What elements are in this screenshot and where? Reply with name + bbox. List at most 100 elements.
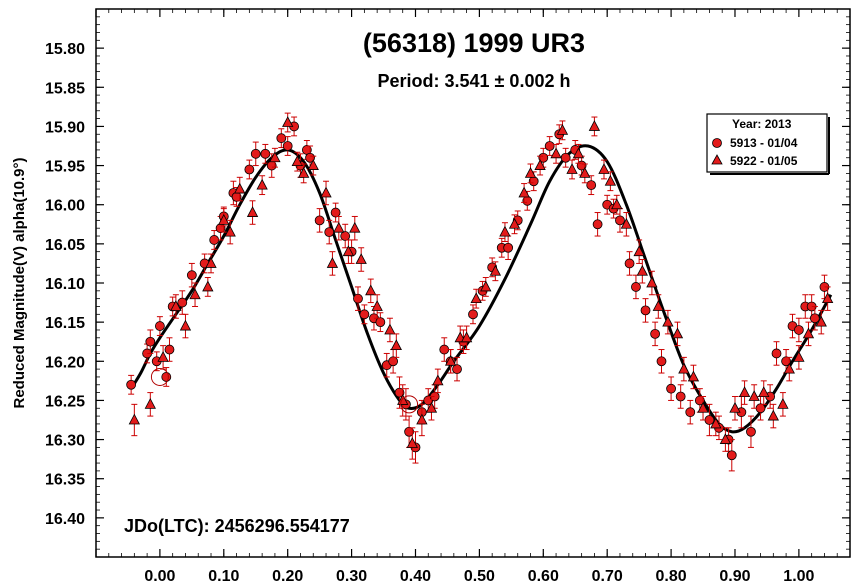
data-point-triangle xyxy=(371,300,383,311)
data-point-triangle xyxy=(697,401,709,413)
data-point-triangle xyxy=(499,225,511,237)
x-tick-label: 0.10 xyxy=(208,568,239,585)
y-tick-label: 16.00 xyxy=(45,198,85,215)
data-point-circle xyxy=(809,313,820,324)
data-point-circle xyxy=(161,372,172,382)
x-tick-label: 0.90 xyxy=(719,568,750,585)
data-point-circle xyxy=(650,328,661,339)
data-point-triangle xyxy=(508,217,521,229)
x-axis: 0.00 0.10 0.20 0.30 0.40 0.50 0.60 0.70 0.80 0.90… xyxy=(95,9,851,585)
data-point-triangle xyxy=(218,214,230,225)
data-point-triangle xyxy=(179,319,192,331)
data-point-circle xyxy=(694,395,705,406)
legend-triangle-marker xyxy=(711,154,723,165)
data-point-circle xyxy=(656,356,667,367)
data-point-triangle xyxy=(758,386,770,398)
data-point-triangle xyxy=(246,206,259,217)
data-point-triangle xyxy=(470,292,482,304)
data-point-triangle xyxy=(349,221,361,233)
data-point-triangle xyxy=(534,159,546,170)
y-axis: 15.80 15.85 15.90 15.95 16.00 16.05 16.10 16.15… xyxy=(45,8,850,558)
data-point-triangle xyxy=(425,401,438,413)
data-point-triangle xyxy=(633,245,645,257)
data-point-triangle xyxy=(269,151,281,163)
data-point-triangle xyxy=(572,147,585,159)
y-tick-label: 16.10 xyxy=(45,276,85,293)
data-point-circle xyxy=(340,231,351,241)
chart-subtitle: Period: 3.541 ± 0.002 h xyxy=(378,71,571,91)
data-point-triangle xyxy=(588,120,601,131)
data-point-triangle xyxy=(556,123,569,135)
data-point-circle xyxy=(330,207,341,218)
data-point-triangle xyxy=(384,323,396,335)
data-point-circle xyxy=(145,336,156,347)
data-point-triangle xyxy=(550,147,562,159)
data-point-circle xyxy=(640,305,651,316)
data-point-circle xyxy=(793,325,804,335)
data-points-layer xyxy=(126,112,834,472)
data-point-triangle xyxy=(518,186,530,198)
data-point-circle xyxy=(353,293,363,304)
data-point-circle xyxy=(439,344,450,355)
data-point-triangle xyxy=(611,198,623,210)
x-tick-label: 0.30 xyxy=(336,568,367,585)
data-point-triangle xyxy=(365,284,377,296)
data-point-triangle xyxy=(646,276,658,288)
y-tick-label: 15.90 xyxy=(45,119,85,136)
data-point-triangle xyxy=(189,288,201,300)
data-point-triangle xyxy=(480,280,492,292)
data-point-triangle xyxy=(636,264,648,276)
data-point-triangle xyxy=(157,351,169,362)
data-point-circle xyxy=(324,227,335,238)
data-point-triangle xyxy=(687,370,700,382)
y-tick-label: 15.95 xyxy=(45,159,85,176)
data-point-triangle xyxy=(128,413,141,425)
x-tick-label: 0.50 xyxy=(464,568,495,585)
x-tick-label: 0.00 xyxy=(144,568,175,585)
data-point-triangle xyxy=(355,253,367,264)
data-point-circle xyxy=(359,309,370,320)
data-point-circle xyxy=(755,403,766,414)
data-point-triangle xyxy=(256,178,268,190)
data-point-circle xyxy=(675,391,686,402)
data-point-circle xyxy=(538,152,549,163)
x-tick-label: 0.70 xyxy=(592,568,623,585)
data-point-circle xyxy=(177,297,188,308)
data-point-triangle xyxy=(406,437,418,448)
y-tick-label: 16.40 xyxy=(45,511,85,528)
data-point-triangle xyxy=(416,413,428,425)
data-point-triangle xyxy=(738,386,751,398)
data-point-triangle xyxy=(282,116,294,127)
y-tick-label: 16.30 xyxy=(45,433,85,450)
data-point-triangle xyxy=(719,433,732,444)
data-point-circle xyxy=(282,141,293,151)
data-point-circle xyxy=(726,450,737,461)
legend-title: Year: 2013 xyxy=(732,117,792,131)
x-tick-label: 0.80 xyxy=(656,568,687,585)
legend: Year: 2013 5913 - 01/04 5922 - 01/05 xyxy=(706,113,830,175)
y-tick-label: 16.25 xyxy=(45,393,85,410)
jd-annotation: JDo(LTC): 2456296.554177 xyxy=(124,516,350,536)
data-point-triangle xyxy=(224,225,236,237)
data-point-triangle xyxy=(783,362,795,374)
data-point-circle xyxy=(666,383,676,394)
data-point-circle xyxy=(746,426,756,437)
data-point-triangle xyxy=(652,300,664,311)
data-point-triangle xyxy=(202,280,214,292)
data-point-triangle xyxy=(489,264,502,276)
data-point-circle xyxy=(186,270,197,281)
legend-entry-5913: 5913 - 01/04 xyxy=(730,136,798,150)
data-point-triangle xyxy=(777,397,789,409)
data-point-triangle xyxy=(298,167,310,178)
data-point-circle xyxy=(685,407,696,418)
data-point-triangle xyxy=(234,182,246,194)
data-point-circle xyxy=(209,235,220,245)
x-tick-label: 1.00 xyxy=(783,568,814,585)
data-point-triangle xyxy=(729,401,741,413)
data-point-circle xyxy=(394,387,405,398)
data-point-circle xyxy=(586,180,597,191)
data-point-circle xyxy=(544,141,555,151)
legend-box xyxy=(706,113,828,173)
data-point-circle xyxy=(560,152,571,163)
